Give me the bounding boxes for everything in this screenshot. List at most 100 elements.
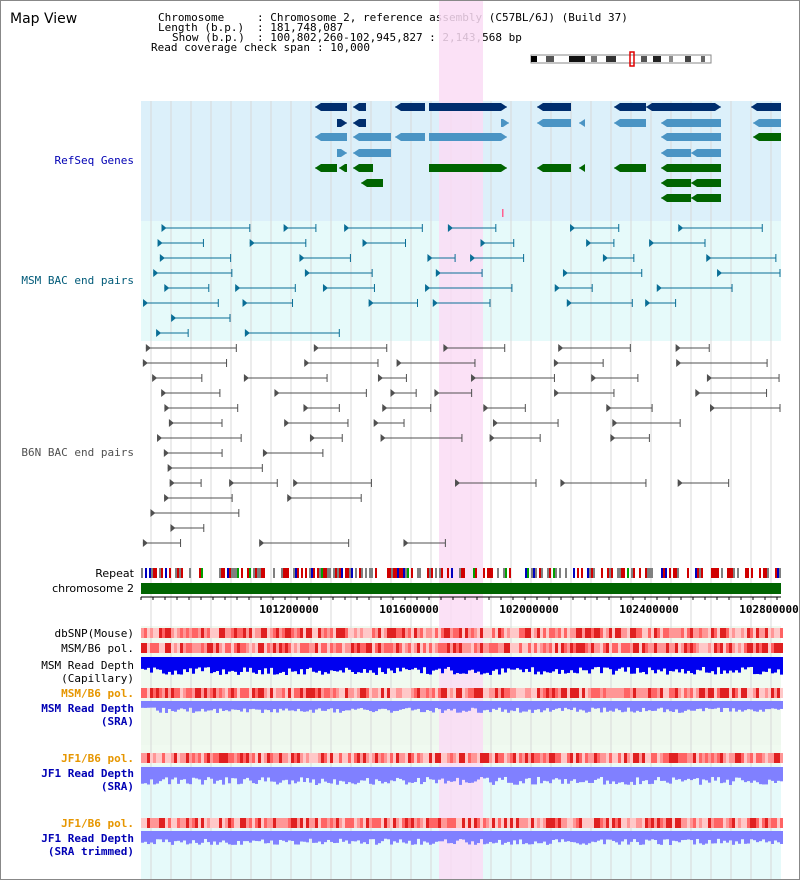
- b6n-bac-pair-end[interactable]: [706, 374, 712, 382]
- msm-bac-pair-end[interactable]: [566, 299, 572, 307]
- refseq-gene[interactable]: [315, 133, 347, 141]
- refseq-gene[interactable]: [579, 164, 585, 172]
- b6n-bac-pairs[interactable]: [142, 344, 781, 547]
- refseq-gene[interactable]: [395, 133, 425, 141]
- b6n-bac-pair-end[interactable]: [434, 389, 440, 397]
- msm-bac-pair-end[interactable]: [249, 239, 255, 247]
- b6n-bac-pair-end[interactable]: [274, 389, 280, 397]
- b6n-bac-pair-end[interactable]: [142, 539, 148, 547]
- msm-bac-pair-end[interactable]: [304, 269, 310, 277]
- msm-bac-pair-end[interactable]: [157, 239, 163, 247]
- b6n-bac-pair-end[interactable]: [142, 359, 148, 367]
- b6n-bac-pair-end[interactable]: [284, 419, 290, 427]
- msm-bac-pair-end[interactable]: [164, 284, 170, 292]
- msm-bac-pair-end[interactable]: [362, 239, 368, 247]
- refseq-gene[interactable]: [691, 103, 721, 111]
- refseq-gene[interactable]: [661, 164, 721, 172]
- b6n-bac-pair-end[interactable]: [380, 434, 386, 442]
- b6n-bac-pair-end[interactable]: [403, 539, 409, 547]
- refseq-gene[interactable]: [429, 164, 507, 172]
- b6n-bac-pair-end[interactable]: [612, 419, 618, 427]
- msm-bac-pair-end[interactable]: [586, 239, 592, 247]
- msm-bac-pair-end[interactable]: [470, 254, 476, 262]
- b6n-bac-pair-end[interactable]: [377, 374, 383, 382]
- msm-bac-pair-end[interactable]: [435, 269, 441, 277]
- refseq-gene[interactable]: [353, 119, 366, 127]
- refseq-gene[interactable]: [753, 119, 781, 127]
- b6n-bac-pair-end[interactable]: [161, 389, 167, 397]
- refseq-gene[interactable]: [315, 164, 337, 172]
- refseq-gene[interactable]: [691, 194, 721, 202]
- b6n-bac-pair-end[interactable]: [145, 344, 151, 352]
- refseq-gene[interactable]: [339, 164, 347, 172]
- b6n-bac-pair-end[interactable]: [287, 494, 293, 502]
- b6n-bac-pair-end[interactable]: [558, 344, 564, 352]
- refseq-gene[interactable]: [646, 103, 691, 111]
- b6n-bac-pair-end[interactable]: [443, 344, 449, 352]
- msm-bac-pair-end[interactable]: [368, 299, 374, 307]
- b6n-bac-pair-end[interactable]: [303, 404, 309, 412]
- msm-bac-pair-end[interactable]: [156, 329, 162, 337]
- msm-bac-pair-end[interactable]: [299, 254, 305, 262]
- b6n-bac-pair-end[interactable]: [150, 509, 156, 517]
- refseq-gene[interactable]: [337, 119, 347, 127]
- refseq-gene[interactable]: [753, 133, 781, 141]
- b6n-bac-pair-end[interactable]: [168, 419, 174, 427]
- selected-region-highlight[interactable]: [439, 1, 483, 879]
- refseq-gene[interactable]: [353, 149, 391, 157]
- msm-bac-pair-end[interactable]: [645, 299, 651, 307]
- msm-bac-pair-end[interactable]: [425, 284, 431, 292]
- msm-bac-pair-end[interactable]: [244, 329, 250, 337]
- b6n-bac-pair-end[interactable]: [164, 494, 170, 502]
- b6n-bac-pair-end[interactable]: [492, 419, 498, 427]
- b6n-bac-pair-end[interactable]: [591, 374, 597, 382]
- msm-bac-pair-end[interactable]: [153, 269, 159, 277]
- refseq-gene[interactable]: [353, 164, 373, 172]
- b6n-bac-pair-end[interactable]: [164, 404, 170, 412]
- b6n-bac-pair-end[interactable]: [152, 374, 158, 382]
- msm-bac-pair-end[interactable]: [656, 284, 662, 292]
- msm-bac-pair-end[interactable]: [161, 224, 167, 232]
- refseq-gene[interactable]: [501, 119, 509, 127]
- b6n-bac-pair-end[interactable]: [610, 434, 616, 442]
- b6n-bac-pair-end[interactable]: [553, 359, 559, 367]
- refseq-gene[interactable]: [429, 103, 507, 111]
- refseq-gene[interactable]: [614, 164, 646, 172]
- b6n-bac-pair-end[interactable]: [709, 404, 715, 412]
- b6n-bac-pair-end[interactable]: [455, 479, 461, 487]
- msm-bac-pair-end[interactable]: [242, 299, 248, 307]
- b6n-bac-pair-end[interactable]: [170, 524, 176, 532]
- refseq-gene[interactable]: [361, 179, 383, 187]
- msm-bac-pair-end[interactable]: [602, 254, 608, 262]
- refseq-gene[interactable]: [661, 194, 691, 202]
- b6n-bac-pair-end[interactable]: [606, 404, 612, 412]
- refseq-gene[interactable]: [537, 103, 571, 111]
- chromosome-ideogram[interactable]: [530, 51, 712, 67]
- msm-bac-pairs[interactable]: [143, 224, 781, 337]
- refseq-gene[interactable]: [337, 149, 347, 157]
- msm-bac-pair-end[interactable]: [171, 314, 177, 322]
- refseq-gene[interactable]: [751, 103, 781, 111]
- msm-bac-pair-end[interactable]: [562, 269, 568, 277]
- refseq-genes[interactable]: [315, 103, 781, 217]
- b6n-bac-pair-end[interactable]: [560, 479, 566, 487]
- b6n-bac-pair-end[interactable]: [695, 389, 701, 397]
- b6n-bac-pair-end[interactable]: [554, 389, 560, 397]
- refseq-gene[interactable]: [353, 133, 391, 141]
- msm-bac-pair-end[interactable]: [649, 239, 655, 247]
- b6n-bac-pair-end[interactable]: [229, 479, 235, 487]
- b6n-bac-pair-end[interactable]: [157, 434, 163, 442]
- msm-bac-pair-end[interactable]: [678, 224, 684, 232]
- b6n-bac-pair-end[interactable]: [304, 359, 310, 367]
- refseq-gene[interactable]: [315, 103, 347, 111]
- msm-bac-pair-end[interactable]: [427, 254, 433, 262]
- refseq-gene[interactable]: [661, 119, 721, 127]
- msm-bac-pair-end[interactable]: [322, 284, 328, 292]
- msm-bac-pair-end[interactable]: [554, 284, 560, 292]
- b6n-bac-pair-end[interactable]: [396, 359, 402, 367]
- msm-bac-pair-end[interactable]: [344, 224, 350, 232]
- refseq-gene[interactable]: [537, 164, 571, 172]
- b6n-bac-pair-end[interactable]: [309, 434, 315, 442]
- msm-bac-pair-end[interactable]: [159, 254, 165, 262]
